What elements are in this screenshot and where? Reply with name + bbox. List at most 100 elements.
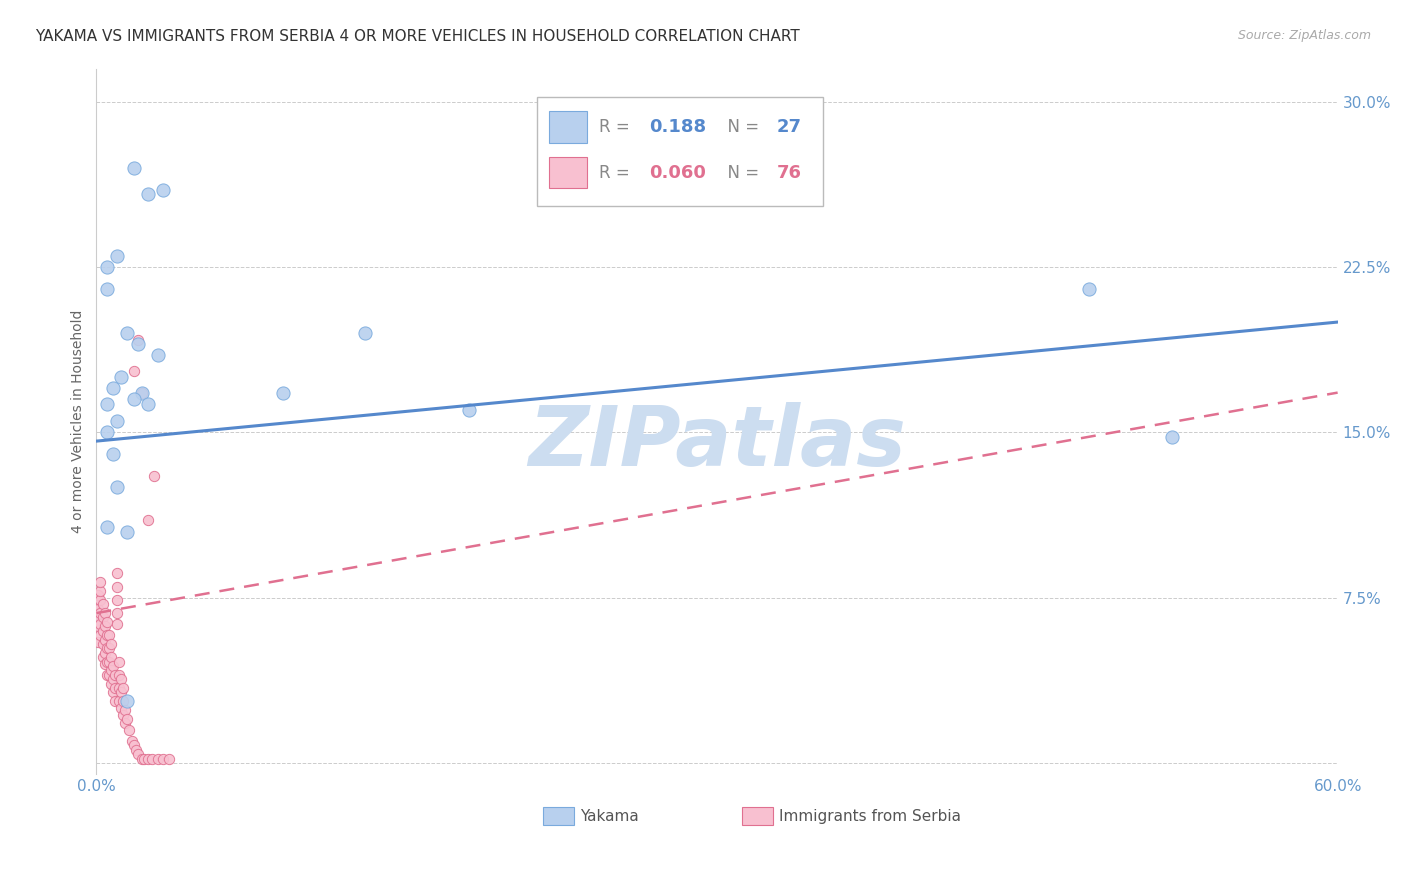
Point [148,348,170,362]
Y-axis label: 4 or more Vehicles in Household: 4 or more Vehicles in Household [72,310,86,533]
Point [96,615,118,629]
Point [87,589,110,603]
Bar [543,807,574,825]
Point [1161,430,1184,444]
Point [117,694,139,708]
Point [105,592,128,607]
Text: 76: 76 [776,163,801,182]
Point [101,447,124,461]
Text: Source: ZipAtlas.com: Source: ZipAtlas.com [1237,29,1371,43]
Point [91,650,114,665]
Point [122,161,145,175]
Point [104,694,127,708]
Text: Immigrants from Serbia: Immigrants from Serbia [779,808,962,823]
Text: 27: 27 [776,118,801,136]
Point [96,628,118,642]
Point [1078,282,1101,296]
Point [104,681,127,695]
Point [97,668,120,682]
Point [122,363,145,377]
Point [114,703,136,717]
Point [117,524,139,539]
Text: 0.060: 0.060 [648,163,706,182]
Point [136,514,159,528]
Point [132,751,155,765]
Point [100,637,122,651]
Point [105,566,128,581]
Point [101,659,124,673]
Point [105,249,128,263]
Point [114,716,136,731]
Point [110,685,132,699]
Point [101,381,124,395]
Point [89,628,111,642]
Point [96,425,118,440]
Point [121,734,143,748]
Point [87,601,110,615]
Point [141,751,163,765]
Text: Yakama: Yakama [581,808,640,823]
Point [157,751,180,765]
Point [89,617,111,632]
Point [89,584,111,599]
Point [271,385,294,400]
Point [91,597,114,611]
Point [354,326,377,340]
Point [104,668,127,682]
Point [91,610,114,624]
Point [101,685,124,699]
Point [100,650,122,665]
Point [136,751,159,765]
Point [96,668,118,682]
Point [152,183,174,197]
Point [93,632,115,647]
Text: N =: N = [717,163,765,182]
Point [143,469,166,483]
Point [117,712,139,726]
Point [122,392,145,407]
Point [105,414,128,428]
Point [87,634,110,648]
Point [124,743,146,757]
Point [112,694,135,708]
Text: N =: N = [717,118,765,136]
Point [148,751,170,765]
Point [110,672,132,686]
Point [108,694,131,708]
Point [97,655,120,669]
Text: R =: R = [599,118,636,136]
Point [96,282,118,296]
Point [118,723,141,737]
Point [122,739,145,753]
Point [112,681,135,695]
Text: YAKAMA VS IMMIGRANTS FROM SERBIA 4 OR MORE VEHICLES IN HOUSEHOLD CORRELATION CHA: YAKAMA VS IMMIGRANTS FROM SERBIA 4 OR MO… [35,29,800,45]
Point [89,592,111,607]
Point [136,397,159,411]
Point [117,326,139,340]
Point [89,606,111,620]
Point [96,260,118,274]
Point [96,655,118,669]
Point [96,641,118,656]
Point [105,606,128,620]
Point [86,613,108,627]
Point [131,751,153,765]
Point [93,619,115,633]
Point [127,337,149,351]
Point [100,664,122,678]
Point [105,580,128,594]
Point [457,403,479,417]
Bar [742,807,773,825]
Bar [550,157,586,188]
Point [96,520,118,534]
Point [108,655,131,669]
Point [89,575,111,590]
Point [91,637,114,651]
Point [91,624,114,638]
Point [108,681,131,695]
Point [110,370,132,384]
Point [93,657,115,671]
Point [127,333,149,347]
Point [108,668,131,682]
Point [136,187,159,202]
